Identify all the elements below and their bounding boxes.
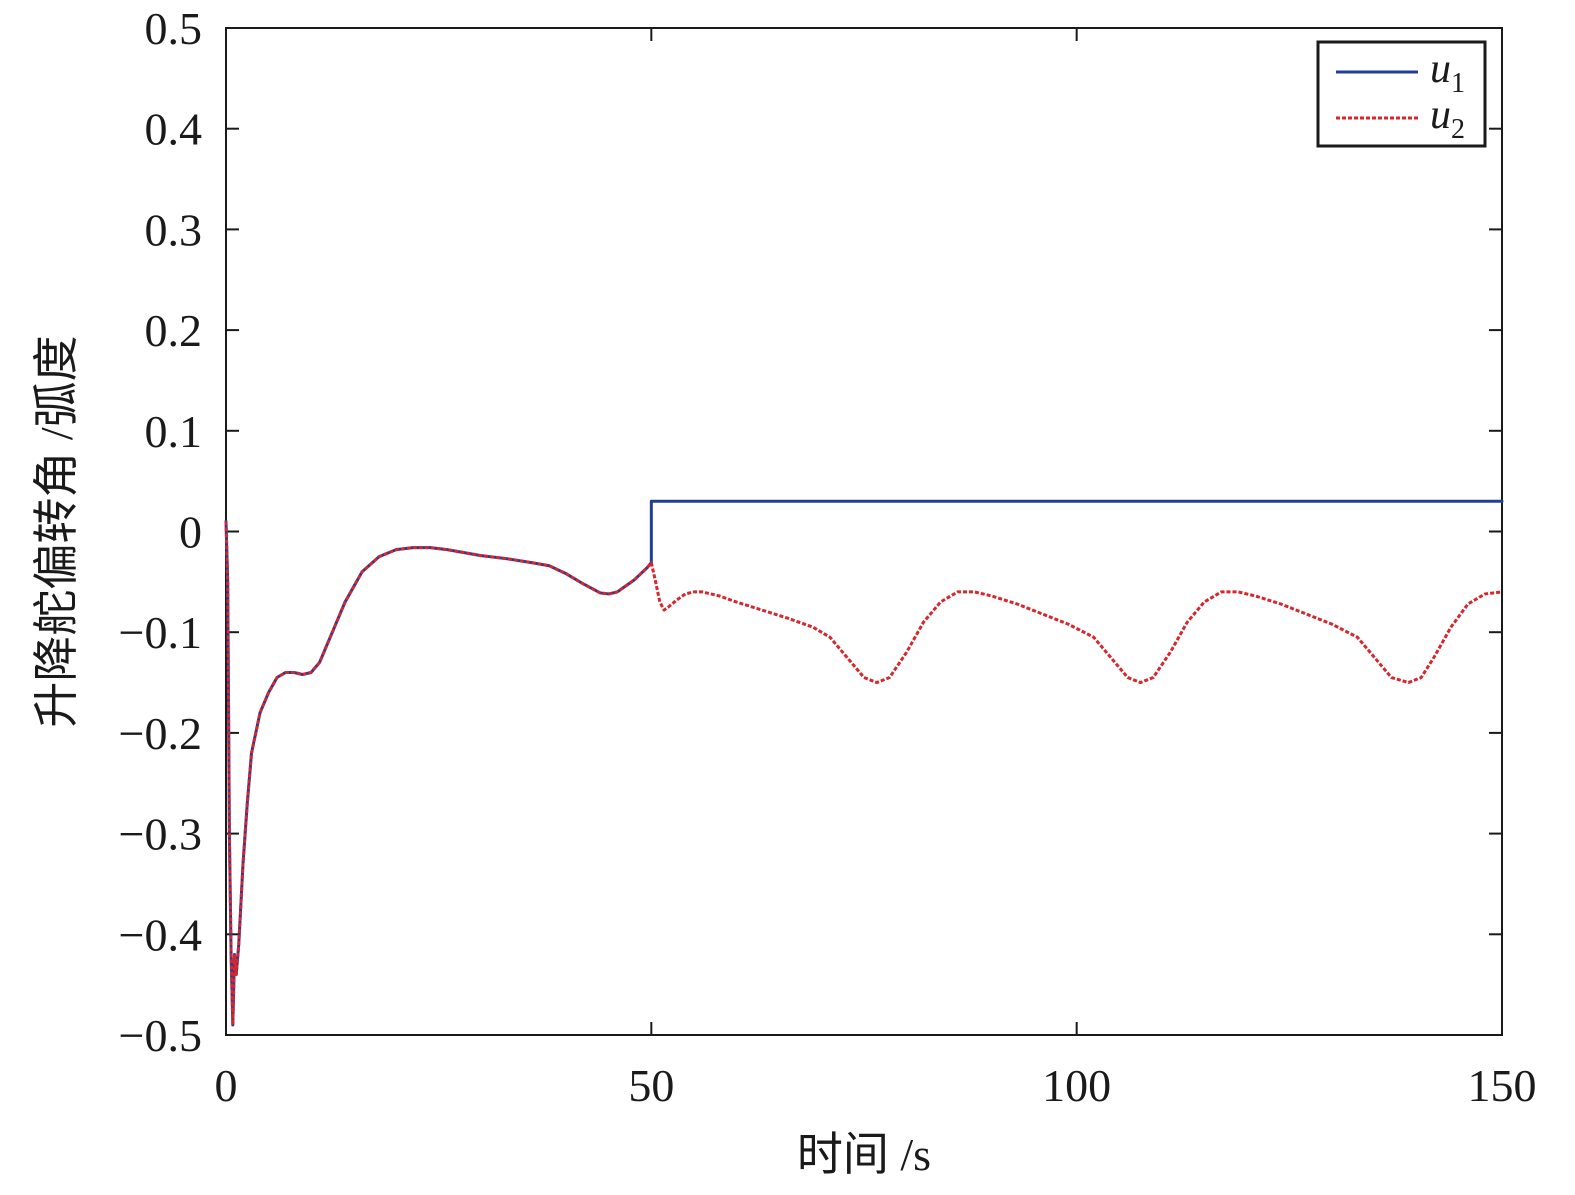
x-tick-label: 100 <box>1042 1060 1111 1111</box>
series-line-u2 <box>224 521 1503 1027</box>
y-tick-label: 0.5 <box>145 3 203 54</box>
y-tick-label: −0.4 <box>119 909 202 960</box>
x-tick-label: 0 <box>215 1060 238 1111</box>
axes-frame <box>225 27 1503 1036</box>
y-axis-title: 升降舵偏转角 /弧度 <box>31 335 82 727</box>
legend-box <box>1316 40 1487 148</box>
ticks-layer <box>225 27 1503 1036</box>
legend-label-u1: u1 <box>1430 46 1465 99</box>
y-tick-label: 0.3 <box>145 204 203 255</box>
y-tick-label: −0.3 <box>119 809 202 860</box>
y-tick-label: −0.1 <box>119 607 202 658</box>
labels-layer: 0 50 100 150 −0.5 −0.4 −0.3 −0.2 −0.1 0 0.1 0.2 0.3 0… <box>31 3 1537 1180</box>
series-layer <box>224 499 1504 1027</box>
y-tick-label: 0.1 <box>145 406 203 457</box>
legend-label-u2: u2 <box>1430 92 1465 145</box>
x-axis-title: 时间 /s <box>797 1129 931 1180</box>
y-tick-label: 0.2 <box>145 305 203 356</box>
x-tick-label: 50 <box>628 1060 674 1111</box>
y-tick-label: −0.5 <box>119 1010 202 1061</box>
y-tick-label: 0.4 <box>145 104 203 155</box>
plot-area-border <box>225 27 1503 1036</box>
y-tick-label: −0.2 <box>119 708 202 759</box>
y-tick-label: 0 <box>179 507 202 558</box>
series-line-u1 <box>224 499 1504 1027</box>
x-tick-label: 150 <box>1468 1060 1537 1111</box>
